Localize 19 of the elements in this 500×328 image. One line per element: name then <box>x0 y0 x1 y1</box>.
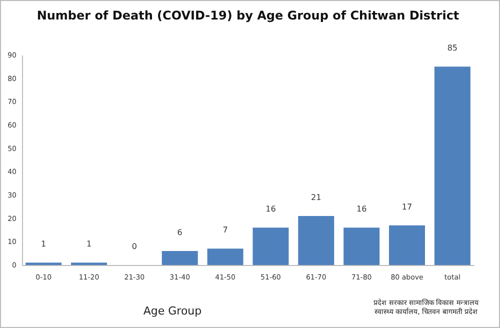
bar <box>252 228 289 265</box>
bar <box>298 216 334 265</box>
bar <box>207 248 244 265</box>
data-label: 6 <box>177 228 182 237</box>
data-label: 1 <box>41 240 46 249</box>
data-label: 0 <box>132 242 137 251</box>
data-label: 1 <box>86 240 92 249</box>
bar <box>388 225 425 265</box>
bar <box>434 66 470 265</box>
bar <box>344 228 380 265</box>
chart-title: Number of Death (COVID-19) by Age Group of Chitwan District <box>36 8 460 23</box>
bar <box>162 251 198 265</box>
x-axis-title: Age Group <box>143 304 202 318</box>
data-label: 85 <box>447 44 458 53</box>
data-label: 21 <box>311 193 322 202</box>
data-label: 7 <box>222 226 228 235</box>
data-label: 16 <box>356 204 367 214</box>
data-label: 16 <box>266 204 276 214</box>
data-label: 17 <box>402 202 412 212</box>
